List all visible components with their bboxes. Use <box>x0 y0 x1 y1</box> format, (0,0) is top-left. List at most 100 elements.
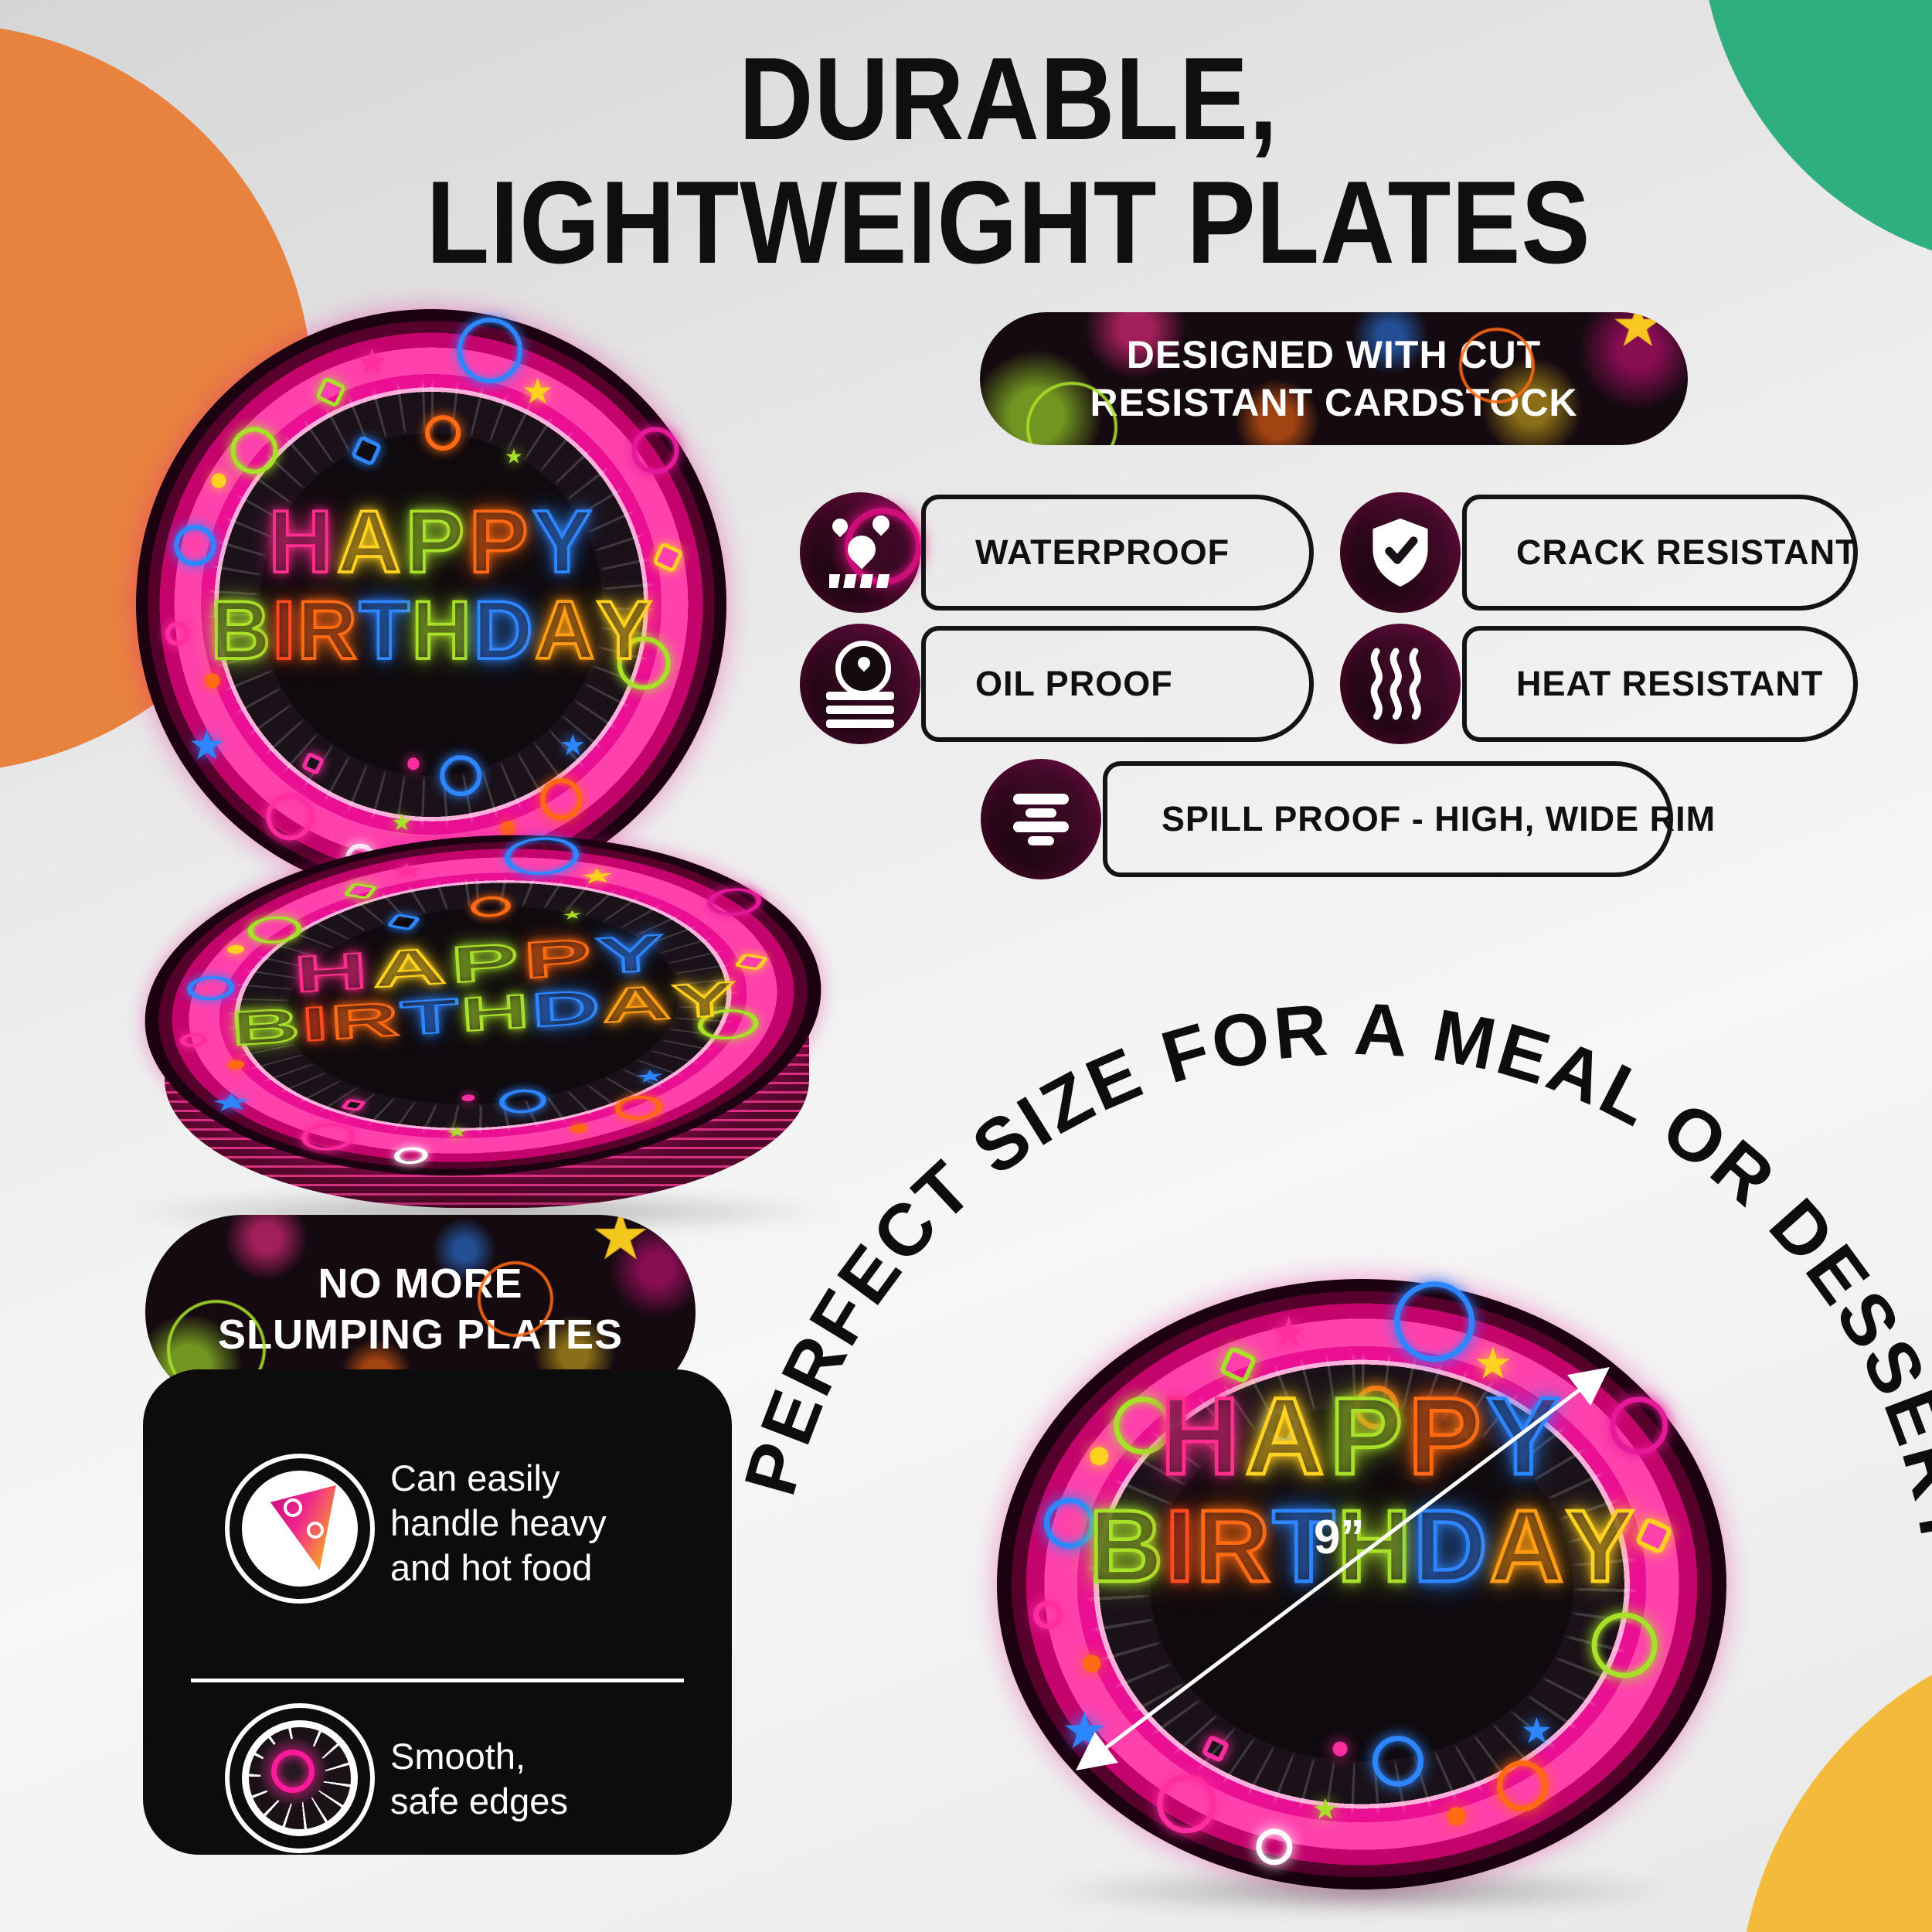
neon-ring <box>1157 1774 1216 1834</box>
feature-label: CRACK RESISTANT <box>1516 532 1858 572</box>
feature-label: SPILL PROOF - HIGH, WIDE RIM <box>1162 799 1716 838</box>
neon-letter: P <box>448 931 525 995</box>
plate-bar <box>1013 821 1069 832</box>
oil-drop <box>855 654 873 672</box>
neon-ring <box>540 778 582 820</box>
neon-letter: D <box>1412 1488 1489 1604</box>
neon-ring <box>1372 1736 1424 1787</box>
feature-pill-crack-resistant: CRACK RESISTANT <box>1462 495 1858 611</box>
water-drops-icon <box>800 492 922 613</box>
plate-bar <box>1028 835 1054 845</box>
icon-disc <box>242 1720 358 1836</box>
stacked-plates-icon <box>981 759 1101 879</box>
neon-letter: A <box>1488 1488 1565 1604</box>
neon-star: ★ <box>521 372 554 412</box>
plate-shadow <box>1043 1869 1685 1913</box>
neon-star: ★ <box>634 1066 666 1087</box>
neon-letter: R <box>1195 1488 1272 1604</box>
neon-star: ★ <box>1614 312 1663 355</box>
neon-dot <box>1082 1654 1101 1673</box>
neon-dot <box>211 473 226 488</box>
plate-fluting <box>136 309 726 900</box>
neon-letter: T <box>1270 1488 1336 1604</box>
neon-ring <box>498 1087 548 1115</box>
neon-letter: H <box>1335 1488 1413 1604</box>
plate-edge-icon <box>225 1703 375 1853</box>
neon-ring <box>1394 1281 1475 1362</box>
neon-ring <box>440 754 481 797</box>
neon-ring <box>1609 1396 1668 1455</box>
layer-bar <box>826 719 894 728</box>
neon-dot <box>205 673 220 689</box>
shield-glyph <box>1372 518 1428 587</box>
neon-ring <box>503 835 580 877</box>
benefit-line: safe edges <box>390 1781 568 1821</box>
neon-letter: Y <box>1564 1488 1636 1604</box>
neon-letter: P <box>1328 1376 1406 1498</box>
benefit-line: handle heavy <box>390 1502 607 1543</box>
neon-letter: H <box>1159 1376 1243 1498</box>
neon-rim-ring <box>271 1750 315 1793</box>
neon-letter: H <box>458 983 532 1043</box>
neon-letter: Y <box>670 970 739 1029</box>
neon-letter: I <box>1164 1488 1196 1604</box>
oil-circle <box>835 641 891 696</box>
plate-stack-top: ★ ★ ★ ★ ★ ★ HAPPY BIRTHDAY <box>134 815 832 1196</box>
neon-ring <box>706 886 763 917</box>
neon-letter: I <box>271 583 298 677</box>
neon-star: ★ <box>1061 1702 1107 1760</box>
plate-tilted: ★ ★ ★ ★ ★ ★ HAPPY BIRTHDAY <box>134 815 832 1196</box>
icon-disc <box>242 1471 358 1587</box>
neon-ring <box>1591 1612 1658 1679</box>
neon-letter: P <box>521 927 597 990</box>
neon-letter: R <box>296 583 359 677</box>
plate-stack-glyph <box>1013 793 1069 845</box>
benefit-line: Can easily <box>390 1458 560 1498</box>
topping-dot <box>291 1542 297 1547</box>
neon-hex <box>301 752 325 776</box>
neon-letter: P <box>404 492 468 592</box>
neon-hex <box>340 1098 367 1112</box>
neon-letter: T <box>398 987 461 1046</box>
neon-hex <box>1201 1734 1231 1764</box>
neon-ring <box>165 621 189 646</box>
plate-bar <box>1026 808 1056 818</box>
neon-star: ★ <box>1520 1709 1553 1751</box>
pizza-slice-icon <box>225 1454 375 1604</box>
birthday-word: BIRTHDAY <box>997 1488 1726 1604</box>
benefit-text-2: Smooth, safe edges <box>390 1734 568 1824</box>
heat-waves-glyph <box>1370 648 1421 720</box>
pepperoni <box>284 1498 302 1517</box>
cardstock-line-1: DESIGNED WITH CUT <box>1126 333 1542 376</box>
neon-letter: P <box>468 492 531 592</box>
neon-ring <box>457 318 523 383</box>
neon-dot <box>226 1060 245 1070</box>
neon-ring <box>174 524 216 566</box>
neon-star: ★ <box>561 907 583 923</box>
happy-birthday-art: HAPPY BIRTHDAY <box>136 492 726 677</box>
heat-waves-icon <box>1340 624 1461 744</box>
neon-letter: R <box>328 991 402 1050</box>
feature-pill-waterproof: WATERPROOF <box>921 495 1314 611</box>
neon-star: ★ <box>1269 1308 1308 1358</box>
neon-dot <box>570 1124 588 1134</box>
neon-letter: H <box>267 492 335 592</box>
neon-ring <box>631 427 679 474</box>
happy-word: HAPPY <box>997 1376 1726 1498</box>
slumping-line-2: SLUMPING PLATES <box>217 1311 624 1358</box>
neon-dot <box>1447 1807 1466 1825</box>
neon-star: ★ <box>356 342 389 382</box>
oil-drop-layers-icon <box>800 624 920 744</box>
feature-label: OIL PROOF <box>975 664 1173 703</box>
benefit-text-1: Can easily handle heavy and hot food <box>390 1456 607 1590</box>
happy-birthday-art: HAPPY BIRTHDAY <box>997 1376 1726 1604</box>
neon-hex <box>385 913 421 931</box>
neon-ring <box>1033 1600 1063 1630</box>
neon-ring <box>469 895 512 918</box>
neon-star: ★ <box>388 858 426 883</box>
neon-ring <box>478 1261 553 1337</box>
neon-ring <box>425 415 461 451</box>
neon-letter: Y <box>531 492 594 592</box>
stack-shadow <box>116 1192 850 1232</box>
neon-star: ★ <box>560 729 587 763</box>
